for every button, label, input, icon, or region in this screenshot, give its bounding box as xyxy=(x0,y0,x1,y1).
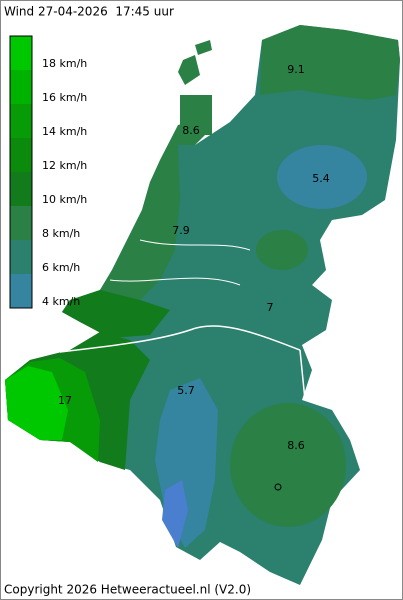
legend-swatch xyxy=(10,138,32,172)
contour-label: 7.9 xyxy=(172,224,190,237)
low-wind-north xyxy=(277,145,367,209)
contour-label: 7 xyxy=(267,301,274,314)
lowest-wind xyxy=(162,480,188,548)
legend-label: 8 km/h xyxy=(42,227,80,240)
station-marker xyxy=(274,483,282,491)
legend-swatch xyxy=(10,274,32,308)
center-zone xyxy=(256,230,308,270)
north-holland xyxy=(180,95,212,135)
contour-label: 5.7 xyxy=(177,384,195,397)
contour-label: 17 xyxy=(58,394,72,407)
legend-label: 18 km/h xyxy=(42,57,87,70)
wadden-islands xyxy=(178,55,200,85)
legend-label: 12 km/h xyxy=(42,159,87,172)
map xyxy=(5,25,400,585)
legend-swatch xyxy=(10,104,32,138)
rivers xyxy=(109,239,251,286)
legend-swatch xyxy=(10,172,32,206)
legend-label: 4 km/h xyxy=(42,295,80,308)
contour-label: 8.6 xyxy=(287,439,305,452)
legend-swatch xyxy=(10,70,32,104)
zeeland xyxy=(62,290,170,338)
copyright: Copyright 2026 Hetweeractueel.nl (V2.0) xyxy=(4,583,251,597)
title: Wind 27-04-2026 17:45 uur xyxy=(4,5,174,19)
wadden-east xyxy=(195,40,212,55)
border xyxy=(59,325,306,401)
contour-labels: 9.1 8.6 5.4 7.9 7 17 5.7 8.6 xyxy=(58,63,330,452)
legend: 18 km/h 16 km/h 14 km/h 12 km/h 10 km/h 8 km/… xyxy=(9,35,87,309)
contour-label: 8.6 xyxy=(182,124,200,137)
legend-label: 14 km/h xyxy=(42,125,87,138)
ardennes-zone xyxy=(230,403,346,527)
north-zone xyxy=(260,25,400,100)
legend-swatch xyxy=(10,240,32,274)
legend-label: 10 km/h xyxy=(42,193,87,206)
west-zone-max xyxy=(5,366,68,440)
coast-zone xyxy=(100,120,205,300)
legend-border xyxy=(9,35,33,309)
contour-label: 9.1 xyxy=(287,63,305,76)
contour-label: 5.4 xyxy=(312,172,330,185)
legend-label: 16 km/h xyxy=(42,91,87,104)
legend-swatch xyxy=(10,206,32,240)
legend-label: 6 km/h xyxy=(42,261,80,274)
legend-swatch xyxy=(10,36,32,70)
